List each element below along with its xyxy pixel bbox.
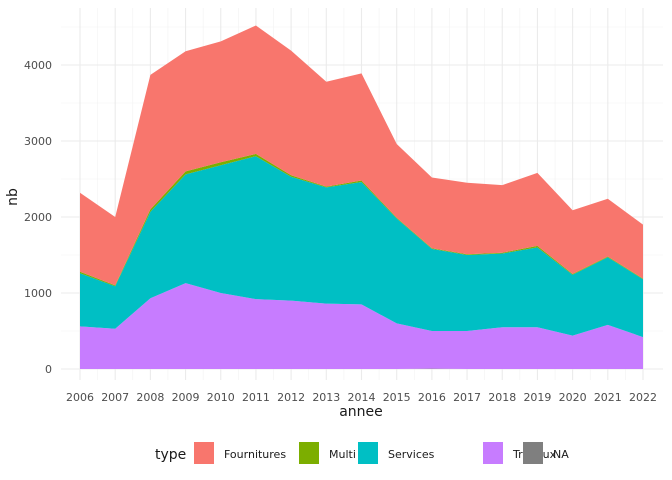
x-tick-label: 2020 (559, 391, 587, 404)
x-tick-label: 2016 (418, 391, 446, 404)
y-axis-ticks: 0 1000 2000 3000 4000 (24, 59, 52, 376)
x-tick-label: 2014 (348, 391, 376, 404)
x-tick-label: 2021 (594, 391, 622, 404)
y-tick-label: 1000 (24, 287, 52, 300)
legend-key-fournitures (194, 442, 214, 464)
x-tick-label: 2015 (383, 391, 411, 404)
area-travaux (80, 283, 643, 369)
legend-title: type (155, 447, 186, 463)
legend-label-multi: Multi (329, 448, 356, 461)
legend-key-na (523, 442, 543, 464)
y-tick-label: 3000 (24, 135, 52, 148)
x-tick-label: 2019 (523, 391, 551, 404)
legend-label-fournitures: Fournitures (224, 448, 286, 461)
area-services (80, 156, 643, 338)
legend-key-services (358, 442, 378, 464)
area-series (80, 25, 643, 369)
y-axis-title: nb (5, 188, 21, 206)
area-fournitures (80, 25, 643, 286)
x-tick-label: 2013 (312, 391, 340, 404)
y-tick-label: 2000 (24, 211, 52, 224)
legend-key-multi (299, 442, 319, 464)
legend-label-services: Services (388, 448, 435, 461)
x-tick-label: 2007 (101, 391, 129, 404)
x-axis-ticks: 2006 2007 2008 2009 2010 2011 2012 2013 2014 2015… (66, 391, 657, 404)
legend: type FournituresMultiServicesTravauxNA (155, 442, 569, 464)
x-tick-label: 2009 (172, 391, 200, 404)
x-tick-label: 2022 (629, 391, 657, 404)
x-tick-label: 2018 (488, 391, 516, 404)
x-tick-label: 2008 (136, 391, 164, 404)
legend-label-na: NA (553, 448, 569, 461)
x-tick-label: 2010 (207, 391, 235, 404)
legend-key-travaux (483, 442, 503, 464)
x-tick-label: 2012 (277, 391, 305, 404)
x-tick-label: 2017 (453, 391, 481, 404)
x-tick-label: 2011 (242, 391, 270, 404)
y-tick-label: 4000 (24, 59, 52, 72)
area-multi (80, 153, 643, 287)
y-tick-label: 0 (45, 363, 52, 376)
x-tick-label: 2006 (66, 391, 94, 404)
x-axis-title: annee (339, 404, 383, 420)
